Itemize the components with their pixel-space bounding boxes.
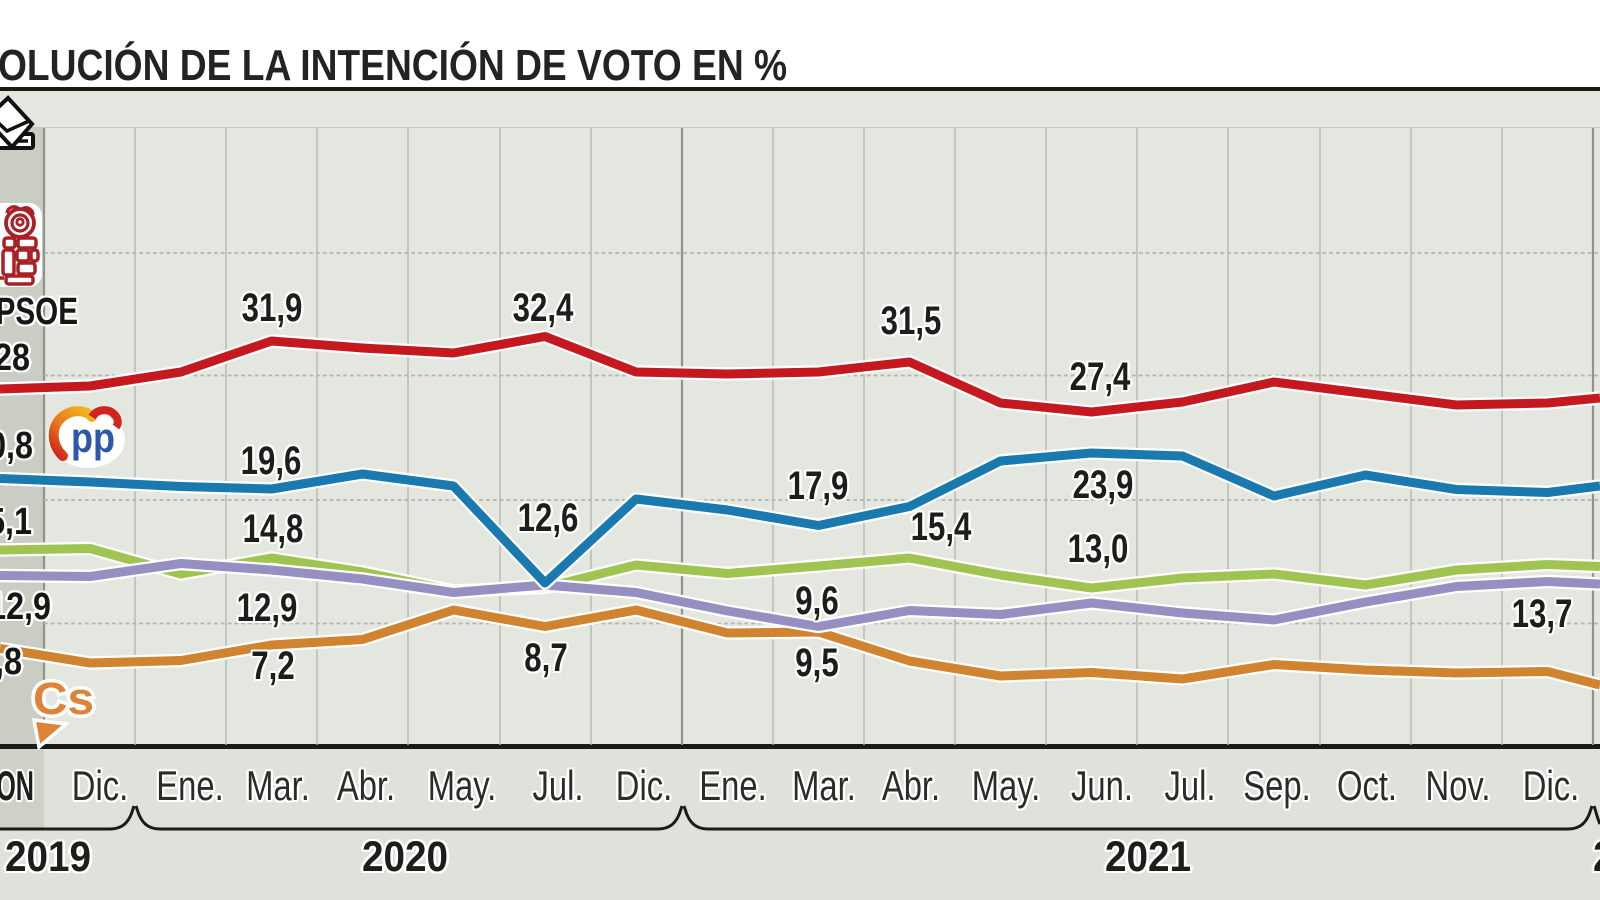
svg-text:pp: pp <box>71 414 115 461</box>
svg-text:Cs: Cs <box>33 673 94 724</box>
